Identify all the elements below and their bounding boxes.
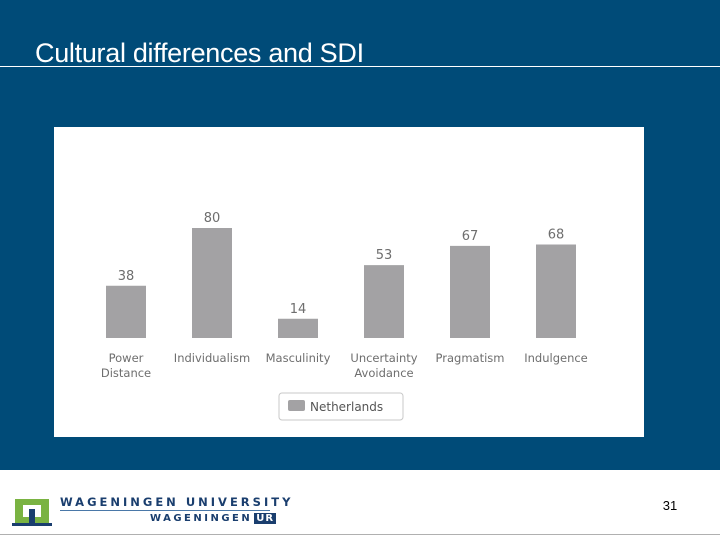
data-label-1: 80: [204, 211, 221, 226]
data-label-0: 38: [118, 269, 135, 284]
university-name: WAGENINGEN UNIVERSITY: [60, 495, 294, 509]
slide-title: Cultural differences and SDI: [35, 38, 364, 68]
category-label-5: Indulgence: [524, 351, 588, 365]
bar-4: [450, 245, 490, 338]
bar-1: [192, 228, 232, 338]
data-label-5: 68: [548, 228, 565, 243]
bar-3: [364, 265, 404, 338]
bar-5: [536, 244, 576, 338]
ur-suffix: UR: [254, 513, 277, 524]
footer-rule: [0, 534, 720, 535]
legend-label: Netherlands: [310, 400, 383, 414]
university-divider: [60, 510, 270, 511]
legend-swatch: [288, 400, 305, 411]
wageningen-logo-icon: [12, 499, 52, 526]
data-label-2: 14: [290, 302, 307, 317]
category-label-1: Individualism: [174, 351, 250, 365]
category-label-2: Masculinity: [266, 351, 331, 365]
wageningen-ur-wordmark: WAGENINGEN UR: [150, 513, 277, 524]
category-label-0: Power Distance: [101, 351, 151, 380]
bar-0: [106, 285, 146, 338]
data-label-3: 53: [376, 248, 393, 263]
page-number: 31: [662, 498, 678, 513]
title-underline: [0, 66, 720, 67]
bar-2: [278, 318, 318, 338]
legend-box: [278, 392, 404, 421]
ur-prefix: WAGENINGEN: [150, 513, 253, 524]
category-label-3: Uncertainty Avoidance: [350, 351, 417, 380]
data-label-4: 67: [462, 229, 479, 244]
category-label-4: Pragmatism: [436, 351, 505, 365]
footer: [0, 470, 720, 540]
chart-panel: 38 Power Distance 80 Individualism 14 Masculin…: [54, 127, 644, 437]
bar-chart: 38 Power Distance 80 Individualism 14 Masculin…: [101, 211, 588, 421]
